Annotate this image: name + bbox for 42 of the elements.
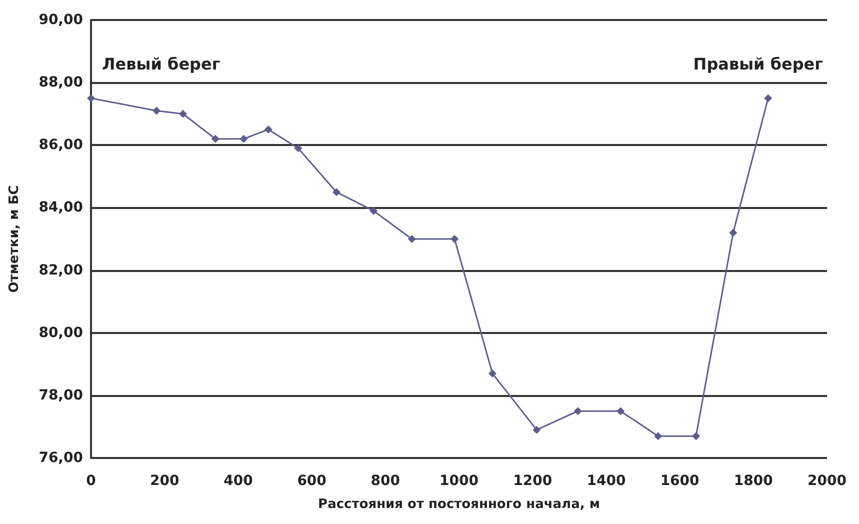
x-tick-label: 1800 <box>734 473 774 489</box>
x-tick-label: 1600 <box>660 473 700 489</box>
point <box>654 432 662 440</box>
x-tick-label: 1200 <box>513 473 552 489</box>
point <box>450 235 459 243</box>
x-tick-label: 2000 <box>808 473 847 489</box>
point <box>294 144 302 152</box>
point <box>152 106 161 115</box>
point <box>332 188 340 196</box>
point <box>488 370 496 378</box>
annotation: Правый берег <box>693 54 823 74</box>
point <box>179 110 187 118</box>
x-axis-title: Расстояния от постоянного начала, м <box>318 497 600 512</box>
y-tick-label: 82,00 <box>38 262 84 278</box>
point <box>532 426 541 434</box>
y-tick-label: 80,00 <box>38 324 84 341</box>
y-tick-label: 86,00 <box>38 137 84 154</box>
y-axis-title: Отметки, м БС <box>7 185 22 293</box>
x-tick-label: 0 <box>86 473 96 489</box>
point <box>616 407 625 416</box>
x-tick-label: 400 <box>224 473 254 489</box>
y-tick-label: 88,00 <box>38 74 84 91</box>
y-tick-label: 84,00 <box>38 200 84 216</box>
y-tick-label: 78,00 <box>38 387 84 404</box>
x-tick-label: 600 <box>297 473 327 489</box>
point <box>574 407 582 416</box>
point <box>764 94 772 102</box>
point <box>692 432 700 440</box>
point <box>87 94 95 102</box>
annotation: Левый берег <box>102 54 220 74</box>
x-tick-label: 1400 <box>586 473 626 489</box>
x-tick-label: 200 <box>150 473 180 489</box>
point <box>729 228 738 237</box>
point <box>264 126 272 134</box>
point <box>408 235 416 243</box>
point <box>211 134 220 143</box>
x-tick-label: 800 <box>370 473 400 489</box>
y-tick-label: 76,00 <box>38 450 84 466</box>
point <box>240 134 248 143</box>
x-tick-label: 1000 <box>440 473 479 489</box>
point <box>370 206 378 215</box>
y-tick-label: 90,00 <box>38 12 84 28</box>
